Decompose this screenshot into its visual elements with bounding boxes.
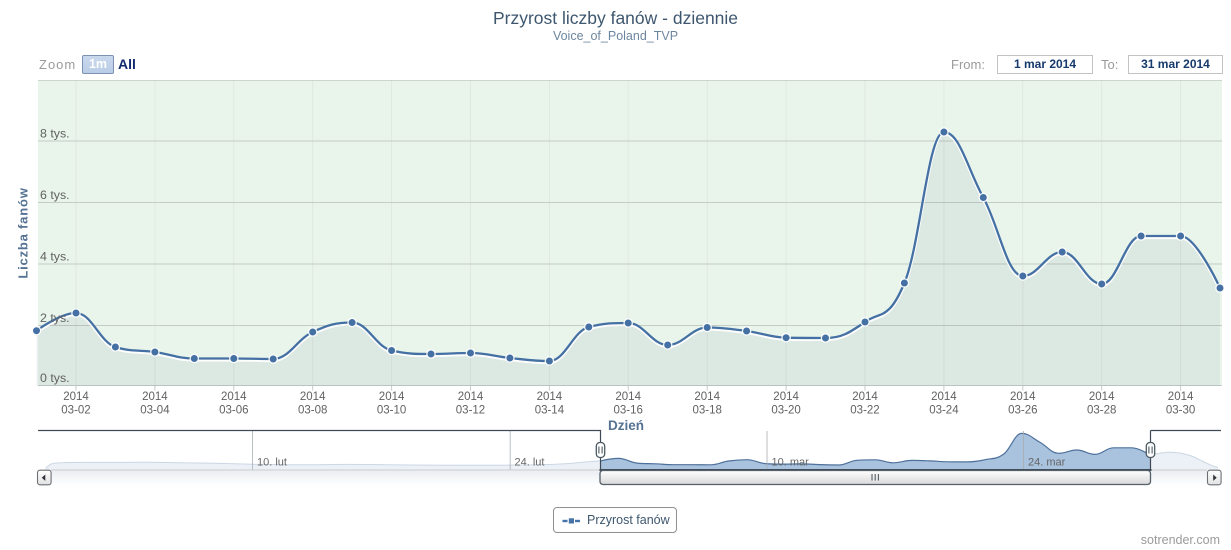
- svg-text:2014: 2014: [1010, 391, 1036, 403]
- svg-text:2014: 2014: [142, 391, 168, 403]
- svg-text:03-18: 03-18: [692, 405, 721, 417]
- svg-text:03-22: 03-22: [850, 405, 879, 417]
- svg-text:2014: 2014: [221, 391, 247, 403]
- svg-text:2014: 2014: [615, 391, 641, 403]
- svg-text:24. lut: 24. lut: [515, 457, 545, 469]
- svg-text:03-10: 03-10: [377, 405, 406, 417]
- svg-text:0 tys.: 0 tys.: [40, 371, 70, 385]
- svg-text:03-14: 03-14: [535, 405, 565, 417]
- svg-text:03-02: 03-02: [61, 405, 90, 417]
- svg-text:03-08: 03-08: [298, 405, 327, 417]
- svg-text:2014: 2014: [852, 391, 878, 403]
- svg-text:2014: 2014: [1168, 391, 1194, 403]
- svg-text:2014: 2014: [63, 391, 89, 403]
- svg-text:2014: 2014: [458, 391, 484, 403]
- svg-text:6 tys.: 6 tys.: [40, 188, 70, 202]
- svg-text:24. mar: 24. mar: [1028, 457, 1066, 469]
- svg-text:03-30: 03-30: [1166, 405, 1195, 417]
- svg-text:03-28: 03-28: [1087, 405, 1116, 417]
- svg-text:2 tys.: 2 tys.: [40, 311, 70, 325]
- svg-text:2014: 2014: [773, 391, 799, 403]
- svg-text:2014: 2014: [300, 391, 326, 403]
- svg-text:03-12: 03-12: [456, 405, 485, 417]
- svg-text:03-04: 03-04: [140, 405, 170, 417]
- svg-text:2014: 2014: [694, 391, 720, 403]
- svg-text:2014: 2014: [379, 391, 405, 403]
- svg-text:8 tys.: 8 tys.: [40, 127, 70, 141]
- svg-text:03-16: 03-16: [613, 405, 642, 417]
- svg-text:10. mar: 10. mar: [772, 457, 810, 469]
- svg-text:2014: 2014: [537, 391, 563, 403]
- svg-text:2014: 2014: [1089, 391, 1115, 403]
- svg-text:2014: 2014: [931, 391, 957, 403]
- svg-text:03-06: 03-06: [219, 405, 248, 417]
- svg-text:03-20: 03-20: [771, 405, 800, 417]
- svg-text:4 tys.: 4 tys.: [40, 250, 70, 264]
- svg-text:03-26: 03-26: [1008, 405, 1037, 417]
- svg-text:03-24: 03-24: [929, 405, 959, 417]
- svg-text:10. lut: 10. lut: [257, 457, 287, 469]
